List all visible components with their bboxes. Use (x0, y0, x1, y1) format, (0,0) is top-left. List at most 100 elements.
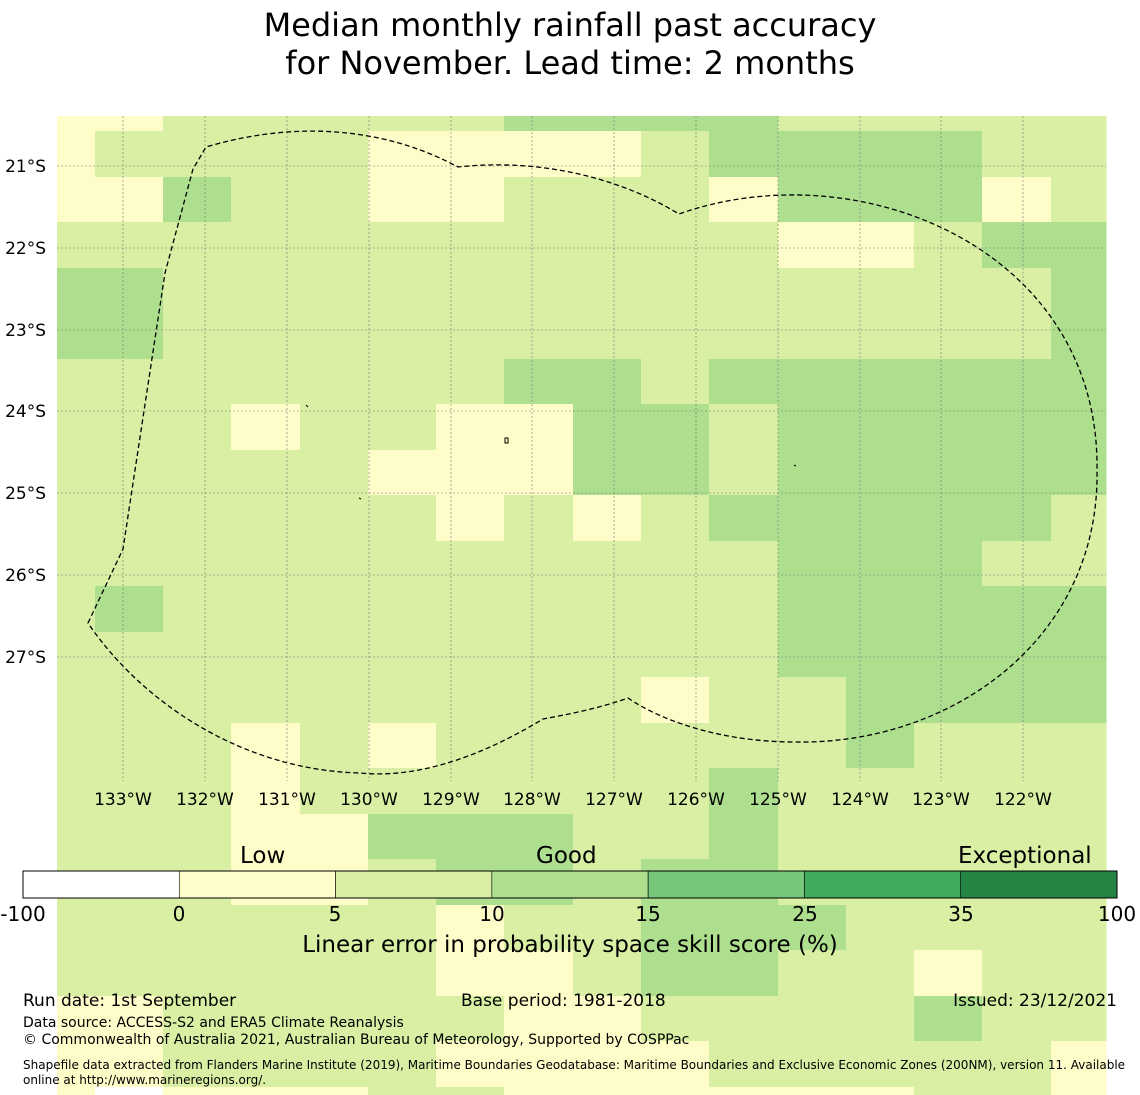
grid-cell (982, 450, 1052, 496)
grid-cell (573, 131, 642, 178)
grid-cell (778, 1087, 847, 1095)
grid-cell (641, 632, 710, 678)
grid-cell (846, 905, 915, 951)
grid-cell (57, 116, 96, 132)
grid-cell (368, 268, 437, 314)
grid-cell (436, 222, 505, 269)
grid-cell (1051, 131, 1107, 178)
grid-cell (95, 950, 164, 997)
legend-good-label: Good (536, 843, 597, 869)
grid-cell (95, 177, 164, 223)
grid-cell (778, 359, 847, 405)
grid-cell (163, 586, 232, 633)
latitude-label: 26°S (5, 566, 46, 586)
grid-cell (163, 814, 232, 860)
grid-cell (914, 814, 983, 860)
grid-cell (436, 495, 505, 542)
grid-cell (641, 1041, 710, 1088)
grid-cell (573, 996, 642, 1042)
grid-cell (982, 586, 1052, 633)
eez-boundary (87, 130, 1098, 775)
grid-cell (709, 495, 779, 542)
grid-cell (163, 632, 232, 678)
copyright: © Commonwealth of Australia 2021, Austra… (23, 1032, 690, 1048)
grid-cell (231, 586, 301, 633)
grid-cell (300, 1087, 369, 1095)
grid-cell (300, 905, 369, 951)
grid-cell (436, 313, 505, 360)
grid-cell (504, 222, 574, 269)
grid-cell (641, 177, 710, 223)
grid-cell (57, 1041, 96, 1088)
chart-title: Median monthly rainfall past accuracy fo… (0, 6, 1140, 82)
grid-cell (709, 404, 779, 451)
grid-cell (163, 495, 232, 542)
grid-cell (573, 768, 642, 815)
grid-cell (368, 814, 437, 860)
grid-cell (641, 359, 710, 405)
grid-cell (368, 677, 437, 724)
grid-cell (778, 905, 847, 951)
grid-cell (982, 495, 1052, 542)
grid-cell (57, 495, 96, 542)
grid-cell (504, 177, 574, 223)
grid-cell (231, 268, 301, 314)
grid-cell (504, 131, 574, 178)
grid-cell (300, 1041, 369, 1088)
grid-cell (1051, 586, 1107, 633)
graticule (57, 116, 1106, 781)
grid-cell (57, 723, 96, 769)
grid-cell (1051, 768, 1107, 815)
grid-cell (778, 632, 847, 678)
grid-cell (778, 677, 847, 724)
grid-cell (914, 996, 983, 1042)
grid-cell (709, 541, 779, 587)
grid-cell (300, 359, 369, 405)
grid-cell (504, 768, 574, 815)
grid-cell (368, 313, 437, 360)
grid-cell (982, 905, 1052, 951)
grid-cell (231, 632, 301, 678)
grid-cell (163, 1087, 232, 1095)
grid-cell (573, 404, 642, 451)
grid-cell (300, 586, 369, 633)
grid-cell (846, 359, 915, 405)
grid-cell (709, 1041, 779, 1088)
grid-cell (57, 450, 96, 496)
grid-cell (300, 116, 369, 132)
grid-cell (504, 268, 574, 314)
grid-cell (231, 313, 301, 360)
grid-cell (641, 723, 710, 769)
grid-cell (846, 1041, 915, 1088)
grid-cell (436, 632, 505, 678)
colorbar-outline (22, 870, 1118, 899)
grid-cell (778, 586, 847, 633)
grid-cell (95, 723, 164, 769)
colorbar-title: Linear error in probability space skill … (302, 932, 838, 958)
grid-cell (95, 131, 164, 178)
grid-cell (368, 632, 437, 678)
grid-cell (846, 677, 915, 724)
grid-cell (982, 541, 1052, 587)
grid-cell (504, 359, 574, 405)
colorbar-tick-label: -100 (0, 902, 46, 926)
grid-cell (300, 996, 369, 1042)
grid-cell (300, 450, 369, 496)
grid-cell (368, 1041, 437, 1088)
grid-cell (368, 1087, 437, 1095)
colorbar-segment (491, 870, 649, 899)
grid-cell (504, 495, 574, 542)
shapefile-credit: Shapefile data extracted from Flanders M… (23, 1058, 1125, 1088)
grid-cell (1051, 116, 1107, 132)
grid-cell (231, 541, 301, 587)
grid-cell (709, 723, 779, 769)
grid-cell (436, 177, 505, 223)
grid-cell (982, 768, 1052, 815)
grid-cell (846, 814, 915, 860)
grid-cell (641, 1087, 710, 1095)
grid-cell (709, 116, 779, 132)
island-mark (793, 464, 797, 467)
grid-cell (778, 313, 847, 360)
grid-cell (436, 1041, 505, 1088)
legend-exceptional-label: Exceptional (958, 843, 1092, 869)
